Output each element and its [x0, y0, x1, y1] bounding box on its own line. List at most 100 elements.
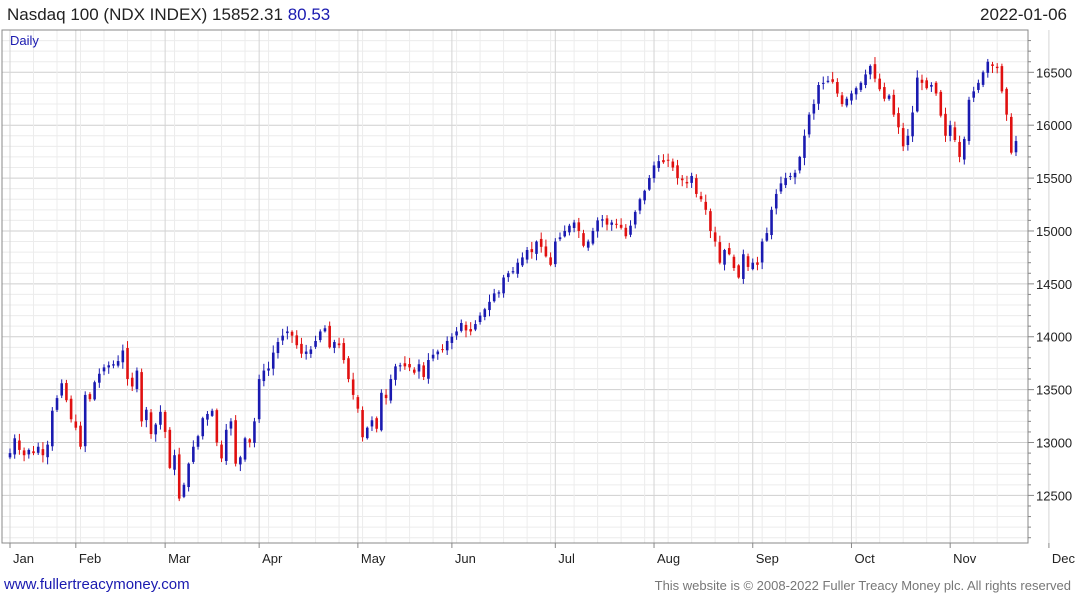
- candle-body: [93, 382, 96, 400]
- candle-body: [69, 398, 73, 420]
- candle-body: [253, 421, 256, 443]
- candle-body: [215, 410, 219, 443]
- candle-body: [502, 277, 505, 294]
- candle-body: [915, 77, 919, 112]
- candle-body: [497, 292, 501, 294]
- candle-body: [474, 324, 477, 330]
- candle-body: [544, 246, 548, 257]
- candle-body: [925, 80, 928, 89]
- x-tick-label: Aug: [657, 551, 680, 566]
- candle-body: [535, 241, 538, 254]
- y-tick-label: 16000: [1036, 118, 1072, 133]
- candle-body: [507, 273, 510, 278]
- candle-body: [967, 99, 971, 141]
- candle-body: [624, 227, 628, 237]
- candle-body: [243, 438, 247, 460]
- candle-body: [695, 178, 698, 194]
- candles: [8, 57, 1018, 502]
- candle-body: [883, 87, 886, 99]
- candle-body: [1000, 66, 1004, 92]
- candle-body: [361, 409, 364, 438]
- candle-body: [713, 232, 717, 242]
- candle-body: [850, 93, 853, 101]
- y-tick-label: 13000: [1036, 436, 1072, 451]
- candle-body: [248, 439, 252, 443]
- x-tick-label: Jul: [558, 551, 575, 566]
- y-tick-label: 14000: [1036, 330, 1072, 345]
- candle-body: [398, 365, 402, 367]
- candle-body: [318, 331, 322, 341]
- candle-body: [206, 413, 209, 420]
- candle-body: [196, 436, 200, 447]
- candle-body: [351, 379, 355, 395]
- candle-body: [962, 138, 966, 160]
- candle-body: [601, 219, 604, 221]
- candle-body: [554, 241, 557, 265]
- candle-body: [765, 233, 769, 241]
- x-tick-label: Jun: [455, 551, 476, 566]
- candle-body: [911, 112, 914, 137]
- candle-body: [309, 349, 313, 354]
- site-link[interactable]: www.fullertreacymoney.com: [4, 576, 190, 593]
- candle-body: [591, 230, 595, 244]
- candle-body: [459, 322, 463, 331]
- candle-body: [403, 363, 407, 367]
- candle-body: [257, 379, 261, 420]
- candle-body: [55, 398, 59, 410]
- candle-body: [177, 454, 181, 499]
- candle-body: [873, 64, 877, 79]
- candle-body: [295, 335, 299, 346]
- candle-body: [615, 223, 618, 225]
- candle-body: [384, 394, 388, 399]
- candle-body: [281, 335, 284, 341]
- candle-body: [845, 98, 849, 106]
- candle-body: [586, 241, 590, 248]
- candle-body: [182, 484, 186, 497]
- candle-body: [676, 165, 679, 179]
- candle-body: [1010, 116, 1013, 153]
- candle-body: [98, 373, 101, 383]
- candle-body: [629, 225, 632, 235]
- candle-body: [60, 383, 64, 396]
- candle-body: [239, 457, 242, 465]
- candle-body: [934, 82, 938, 94]
- candle-body: [394, 366, 397, 380]
- candle-body: [347, 358, 350, 380]
- candle-body: [46, 444, 49, 458]
- candle-body: [539, 238, 543, 247]
- candle-body: [685, 181, 689, 184]
- candle-body: [102, 367, 106, 372]
- candle-body: [671, 161, 675, 168]
- candle-body: [422, 365, 425, 377]
- candle-body: [74, 421, 78, 428]
- y-tick-label: 14500: [1036, 277, 1072, 292]
- candle-body: [365, 427, 369, 439]
- candle-body: [760, 241, 764, 263]
- candle-body: [135, 370, 139, 389]
- candle-body: [130, 377, 134, 387]
- candle-body: [633, 211, 637, 225]
- candle-body: [107, 365, 111, 368]
- candle-body: [375, 418, 378, 429]
- candle-body: [568, 225, 571, 233]
- candle-body: [727, 248, 731, 255]
- candle-body: [159, 411, 162, 425]
- candle-body: [901, 128, 905, 147]
- price-change: 80.53: [287, 5, 331, 24]
- candle-body: [648, 178, 651, 190]
- x-tick-label: Sep: [756, 551, 779, 566]
- candle-body: [948, 125, 952, 136]
- candle-body: [154, 424, 158, 435]
- candle-body: [469, 329, 472, 332]
- candle-body: [774, 193, 778, 209]
- candle-body: [192, 446, 195, 462]
- candle-body: [939, 91, 943, 116]
- candle-body: [112, 364, 115, 366]
- candle-body: [32, 451, 35, 454]
- x-tick-label: Feb: [79, 551, 101, 566]
- candle-body: [478, 315, 482, 322]
- candle-body: [173, 455, 176, 470]
- candle-body: [163, 412, 167, 432]
- candle-body: [27, 449, 31, 455]
